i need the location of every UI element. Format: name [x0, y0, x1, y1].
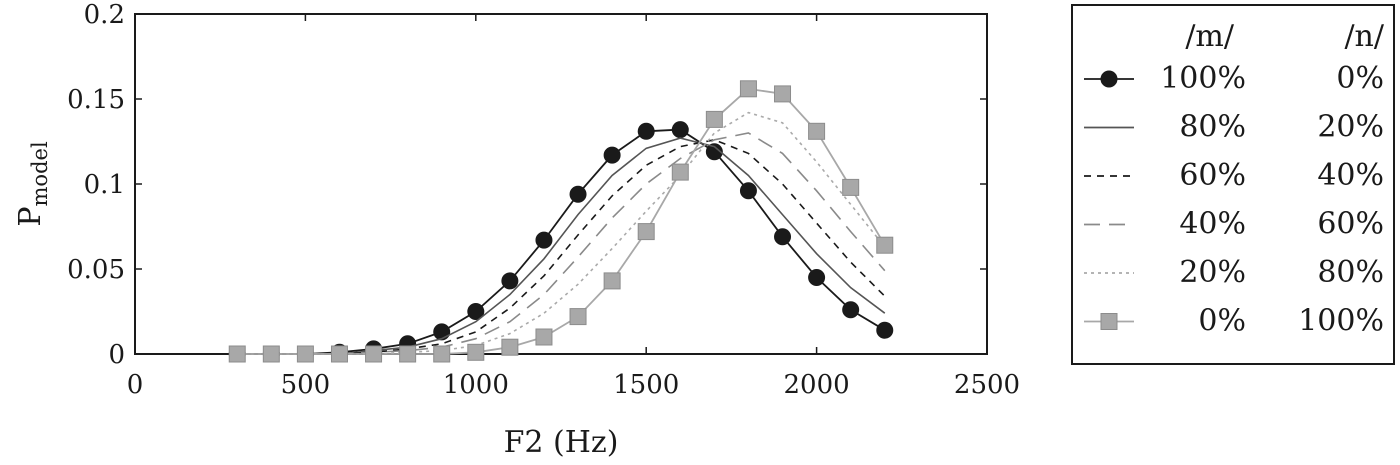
series-5-point	[637, 223, 655, 241]
y-tick-label: 0.05	[67, 255, 125, 285]
legend-box	[1071, 4, 1395, 365]
legend-m-value: 80%	[1179, 110, 1246, 145]
legend-m-value: 0%	[1198, 304, 1246, 339]
legend-n-value: 60%	[1317, 207, 1384, 242]
legend-n-value: 40%	[1317, 158, 1384, 193]
series-5-point	[501, 338, 519, 356]
legend-header-n: /n/	[1344, 19, 1384, 54]
series-5-point	[228, 345, 246, 363]
series-5-point	[296, 345, 314, 363]
series-5-point	[842, 178, 860, 196]
legend-entry-2: 60% 40%	[1084, 158, 1384, 193]
series-0-point	[501, 272, 519, 290]
series-5-point	[739, 80, 757, 98]
legend-m-value: 20%	[1179, 255, 1246, 290]
series-5-point	[876, 236, 894, 254]
series-1	[237, 137, 886, 355]
series-0-point	[467, 303, 485, 320]
series-0-point	[774, 228, 792, 246]
x-tick-label: 1500	[613, 370, 679, 400]
series-0-point	[808, 269, 826, 286]
series-0-point	[637, 122, 655, 140]
legend-n-value: 0%	[1336, 61, 1384, 96]
x-tick-label: 0	[127, 370, 144, 400]
series-0-point	[671, 121, 689, 139]
y-tick-label: 0.1	[84, 170, 125, 200]
series-5-point	[603, 272, 621, 290]
axis-ticks: 0 500 1000 1500 2000 2500 0 0.05 0.1 0.15 0.2	[67, 0, 1020, 400]
series-5-point	[671, 163, 689, 181]
series-5-point	[330, 345, 348, 363]
legend-n-value: 80%	[1317, 255, 1384, 290]
series-line-2	[237, 138, 886, 355]
legend-swatch-marker	[1100, 313, 1118, 330]
x-tick-label: 500	[281, 370, 331, 400]
legend-m-value: 100%	[1160, 61, 1246, 96]
x-tick-label: 2000	[784, 370, 850, 400]
legend-entry-4: 20% 80%	[1084, 255, 1384, 290]
series-5-point	[808, 122, 826, 140]
x-tick-label: 1000	[443, 370, 509, 400]
series-5-point	[365, 345, 383, 363]
series-0-point	[876, 321, 894, 339]
legend-entry-1: 80% 20%	[1084, 110, 1384, 145]
legend-n-value: 20%	[1317, 110, 1384, 145]
series-0-point	[739, 182, 757, 200]
series-layer	[228, 80, 894, 363]
series-0-point	[705, 143, 723, 161]
legend-swatch-marker	[1100, 70, 1118, 88]
legend-n-value: 100%	[1298, 304, 1384, 339]
series-5-point	[705, 110, 723, 128]
y-tick-label: 0.15	[67, 85, 125, 115]
series-5-point	[433, 345, 451, 363]
series-5-point	[774, 85, 792, 103]
series-line-1	[237, 137, 886, 355]
y-axis-title: Pmodel	[13, 141, 52, 227]
y-axis-title-sub: model	[28, 141, 52, 206]
series-0-point	[535, 231, 553, 249]
y-tick-label: 0.2	[84, 0, 125, 30]
x-tick-label: 2500	[954, 370, 1020, 400]
x-axis-title: F2 (Hz)	[504, 425, 619, 460]
series-0-point	[603, 146, 621, 164]
legend-entries: 100% 0% 80% 20% 60% 40% 40% 60% 20% 80% 0% 100%	[1084, 61, 1384, 339]
series-0-point	[569, 185, 587, 203]
series-5	[228, 80, 894, 363]
legend-entry-5: 0% 100%	[1084, 304, 1384, 339]
legend-entry-0: 100% 0%	[1084, 61, 1384, 96]
plot-frame	[134, 13, 988, 355]
series-5-point	[262, 345, 280, 363]
series-5-point	[399, 345, 417, 363]
series-5-point	[467, 343, 485, 361]
series-2	[237, 138, 886, 355]
series-0-point	[842, 301, 860, 319]
y-tick-label: 0	[108, 340, 125, 370]
series-0-point	[433, 323, 451, 341]
legend-m-value: 40%	[1179, 207, 1246, 242]
legend-header-m: /m/	[1185, 19, 1235, 54]
legend-m-value: 60%	[1179, 158, 1246, 193]
y-axis-title-main: P	[13, 206, 48, 226]
series-5-point	[535, 328, 553, 346]
series-5-point	[569, 308, 587, 326]
legend-entry-3: 40% 60%	[1084, 207, 1384, 242]
